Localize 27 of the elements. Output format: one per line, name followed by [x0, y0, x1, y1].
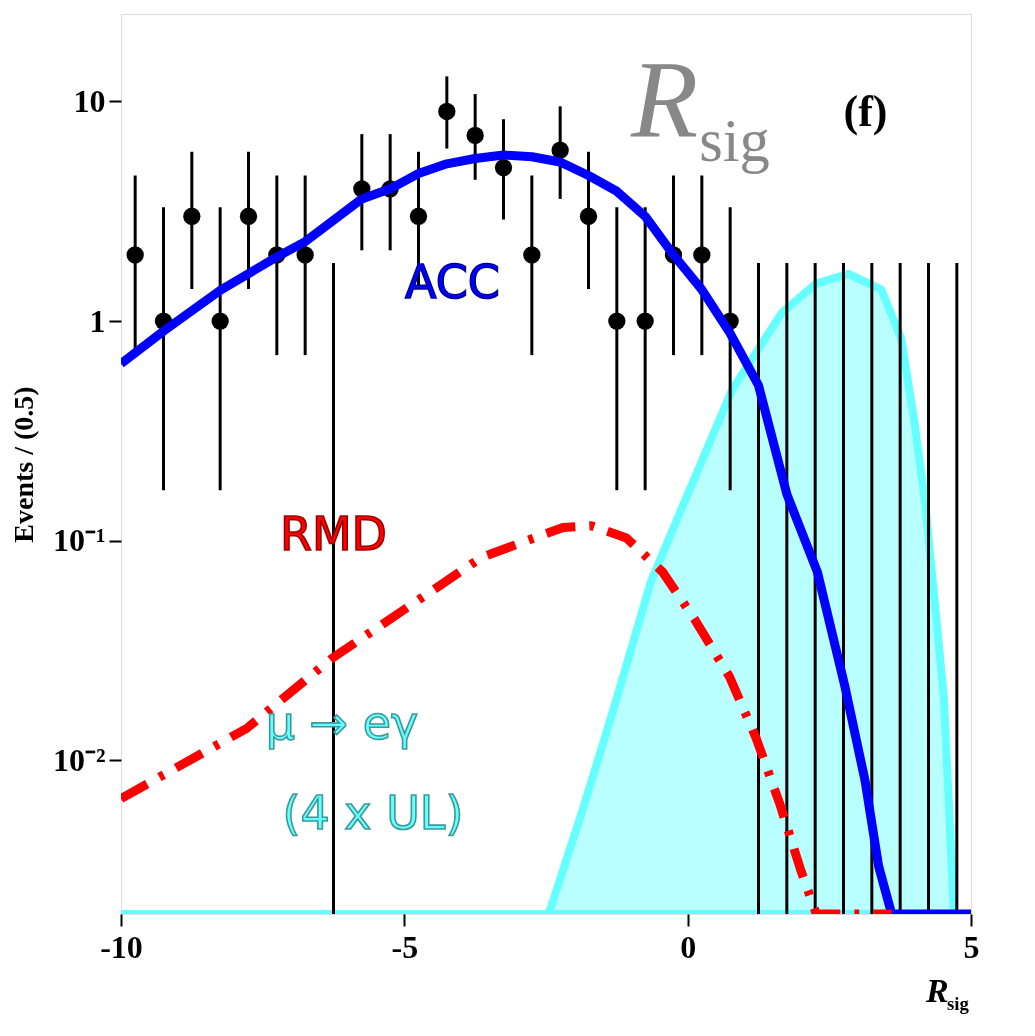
x-tick-label: 5	[963, 928, 980, 965]
point	[608, 312, 626, 330]
point	[438, 102, 456, 121]
x-tick-label: 0	[680, 928, 697, 965]
y-tick-label: 10⁻¹	[52, 522, 106, 559]
point	[523, 246, 541, 264]
point	[183, 207, 201, 225]
annotation: (f)	[843, 87, 888, 136]
point	[551, 141, 569, 159]
point	[693, 246, 711, 264]
point	[636, 312, 654, 330]
point	[239, 207, 258, 225]
point	[126, 246, 144, 264]
point	[409, 207, 428, 225]
y-tick-label: 10	[73, 82, 106, 119]
y-axis-title: Events / (0.5)	[7, 386, 39, 543]
point	[579, 207, 598, 225]
point	[466, 126, 484, 145]
y-tick-label: 10⁻²	[52, 741, 106, 778]
point	[296, 246, 314, 264]
point	[494, 158, 513, 177]
y-tick-label: 1	[89, 302, 106, 339]
series-label: ACC	[405, 255, 500, 309]
x-tick-label: -10	[100, 928, 143, 965]
point	[211, 312, 229, 330]
x-tick-label: -5	[391, 928, 419, 965]
annotation: (4 x UL)	[282, 786, 464, 840]
